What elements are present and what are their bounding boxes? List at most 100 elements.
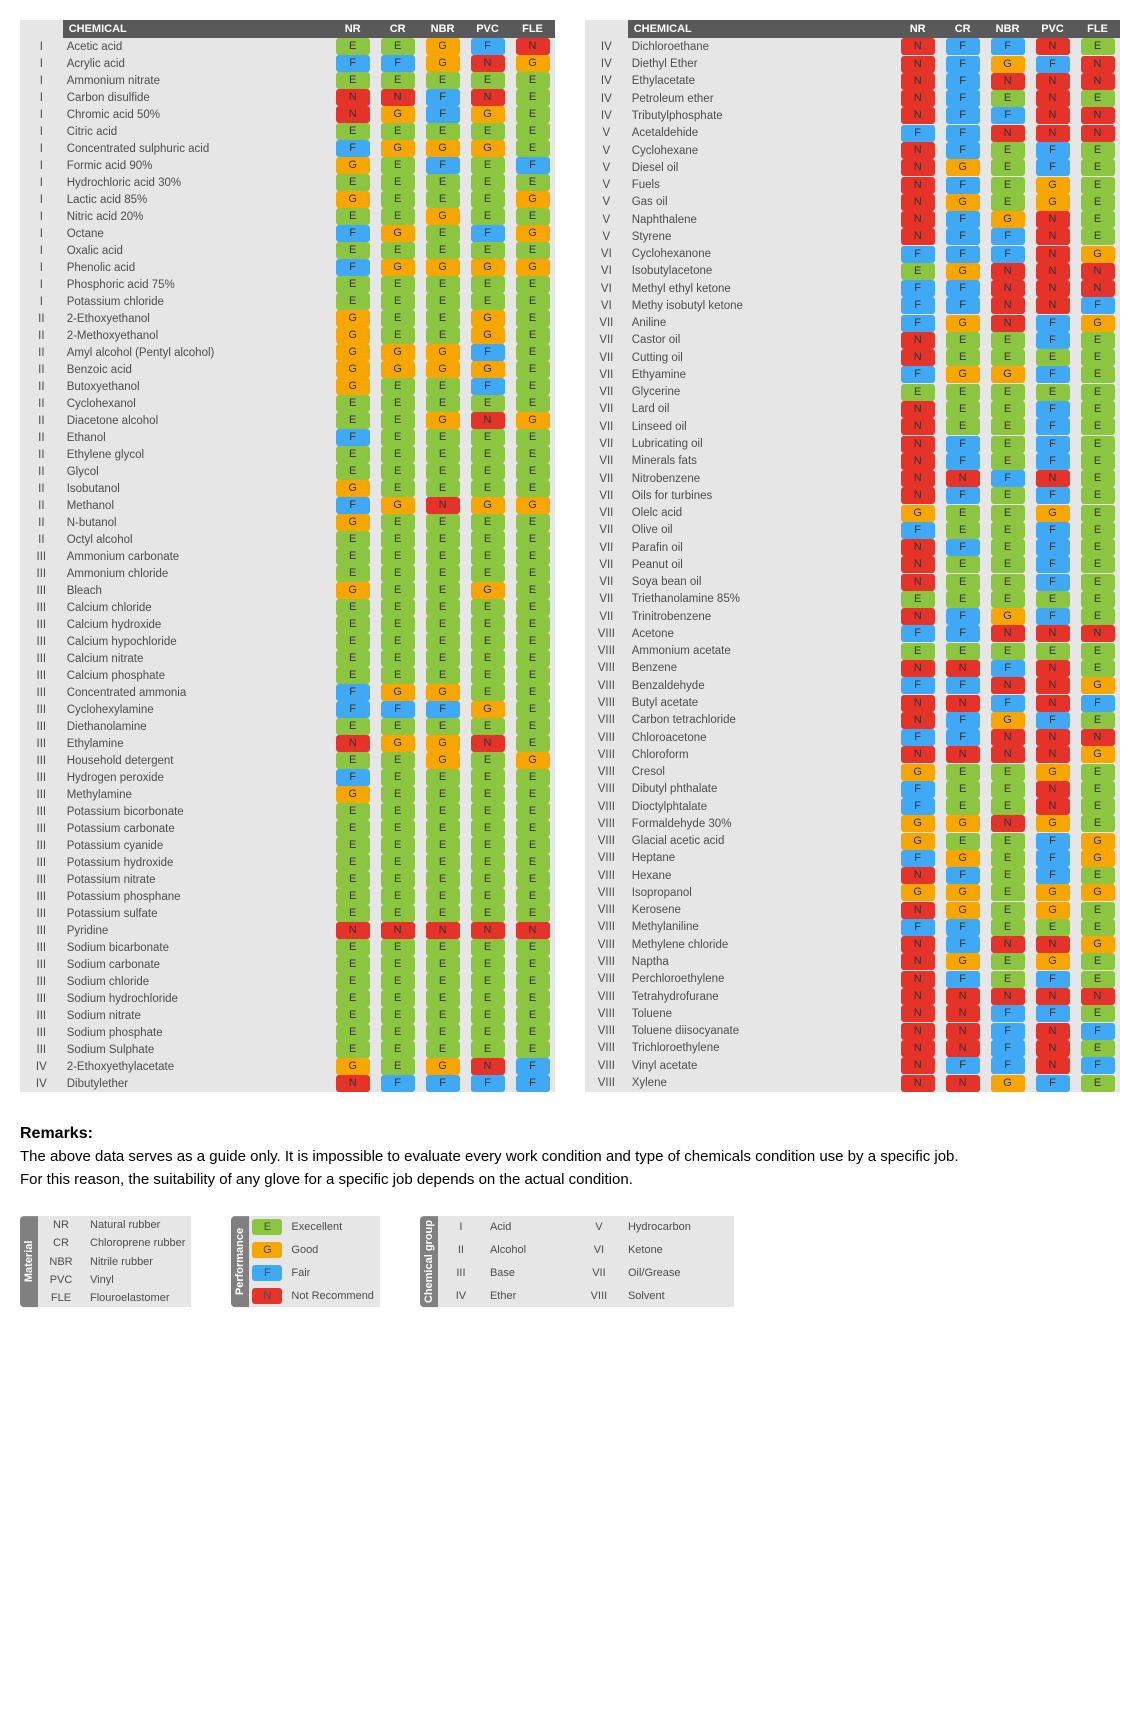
rating-cell: G <box>330 310 375 327</box>
rating-cell: G <box>1030 884 1075 901</box>
col-header: PVC <box>465 20 510 38</box>
chemical-name: Octyl alcohol <box>63 531 331 548</box>
rating-cell: N <box>1030 625 1075 642</box>
table-row: VIIIMethylene chlorideNFNNG <box>585 936 1120 953</box>
rating-cell: E <box>420 939 465 956</box>
group-cell: II <box>20 395 63 412</box>
rating-cell: E <box>420 1041 465 1058</box>
chemical-name: Ethylacetate <box>628 73 896 90</box>
group-cell: III <box>20 888 63 905</box>
rating-cell: E <box>375 633 420 650</box>
rating-cell: E <box>985 850 1030 867</box>
rating-cell: G <box>1075 850 1120 867</box>
group-cell: IV <box>585 107 628 124</box>
chemical-name: Cutting oil <box>628 349 896 366</box>
group-cell: VII <box>585 435 628 452</box>
rating-cell: E <box>985 867 1030 884</box>
rating-cell: G <box>465 701 510 718</box>
rating-cell: E <box>465 565 510 582</box>
rating-cell: F <box>895 729 940 746</box>
group-cell: III <box>20 939 63 956</box>
table-row: VIIIDibutyl phthalateFEENE <box>585 781 1120 798</box>
rating-cell: E <box>465 650 510 667</box>
chemical-name: Methylaniline <box>628 919 896 936</box>
group-cell: VIII <box>585 971 628 988</box>
rating-cell: E <box>375 208 420 225</box>
rating-cell: E <box>465 1041 510 1058</box>
table-row: VIIINapthaNGEGE <box>585 953 1120 970</box>
table-row: IIIConcentrated ammoniaFGGEE <box>20 684 555 701</box>
rating-cell: G <box>940 953 985 970</box>
group-cell: VII <box>585 418 628 435</box>
rating-cell: F <box>940 625 985 642</box>
rating-cell: G <box>1030 176 1075 193</box>
table-row: IIIMethylamineGEEEE <box>20 786 555 803</box>
rating-cell: N <box>1030 798 1075 815</box>
rating-cell: N <box>895 746 940 763</box>
rating-cell: E <box>330 531 375 548</box>
rating-cell: E <box>985 349 1030 366</box>
chemical-name: Naptha <box>628 953 896 970</box>
rating-cell: G <box>420 140 465 157</box>
table-row: VIIOlive oilFEEFE <box>585 522 1120 539</box>
rating-cell: E <box>985 90 1030 107</box>
chemical-name: Tetrahydrofurane <box>628 988 896 1005</box>
rating-cell: G <box>420 55 465 72</box>
table-row: IConcentrated sulphuric acidFGGGE <box>20 140 555 157</box>
rating-cell: E <box>985 487 1030 504</box>
rating-cell: E <box>420 429 465 446</box>
rating-cell: N <box>375 89 420 106</box>
group-cell: I <box>20 140 63 157</box>
rating-cell: E <box>465 973 510 990</box>
rating-cell: E <box>330 650 375 667</box>
rating-cell: G <box>895 504 940 521</box>
rating-cell: G <box>510 55 555 72</box>
rating-cell: G <box>1030 902 1075 919</box>
rating-cell: E <box>510 531 555 548</box>
rating-cell: F <box>510 157 555 174</box>
rating-cell: N <box>895 470 940 487</box>
group-cell: VIII <box>585 988 628 1005</box>
rating-cell: E <box>510 140 555 157</box>
rating-cell: E <box>420 531 465 548</box>
rating-cell: F <box>1030 1005 1075 1022</box>
group-cell: III <box>20 735 63 752</box>
rating-cell: G <box>510 225 555 242</box>
group-cell: II <box>20 344 63 361</box>
rating-cell: E <box>465 786 510 803</box>
rating-cell: N <box>895 712 940 729</box>
group-cell: II <box>20 497 63 514</box>
chemical-name: Chromic acid 50% <box>63 106 331 123</box>
rating-cell: F <box>510 1075 555 1092</box>
group-cell: II <box>20 531 63 548</box>
chemical-name: Benzaldehyde <box>628 677 896 694</box>
chemical-name: Glycerine <box>628 384 896 401</box>
rating-cell: E <box>465 242 510 259</box>
legend-swatch: N <box>249 1284 285 1307</box>
rating-cell: E <box>420 1024 465 1041</box>
rating-cell: E <box>1075 867 1120 884</box>
group-cell: VIII <box>585 1057 628 1074</box>
rating-cell: E <box>375 157 420 174</box>
rating-cell: N <box>1030 660 1075 677</box>
rating-cell: E <box>375 310 420 327</box>
chemical-name: Diethanolamine <box>63 718 331 735</box>
rating-cell: E <box>420 446 465 463</box>
table-row: VCyclohexaneNFEFE <box>585 142 1120 159</box>
rating-cell: N <box>1030 746 1075 763</box>
rating-cell: E <box>420 650 465 667</box>
chemical-name: Sodium chloride <box>63 973 331 990</box>
rating-cell: N <box>1030 280 1075 297</box>
chemical-name: Butyl acetate <box>628 694 896 711</box>
rating-cell: N <box>330 735 375 752</box>
rating-cell: E <box>375 888 420 905</box>
rating-cell: E <box>375 514 420 531</box>
chemical-name: Benzene <box>628 660 896 677</box>
rating-cell: N <box>1030 38 1075 55</box>
rating-cell: G <box>465 327 510 344</box>
table-row: VIILard oilNEEFE <box>585 401 1120 418</box>
rating-cell: F <box>895 280 940 297</box>
rating-cell: E <box>375 242 420 259</box>
rating-cell: E <box>420 514 465 531</box>
group-cell: I <box>20 191 63 208</box>
